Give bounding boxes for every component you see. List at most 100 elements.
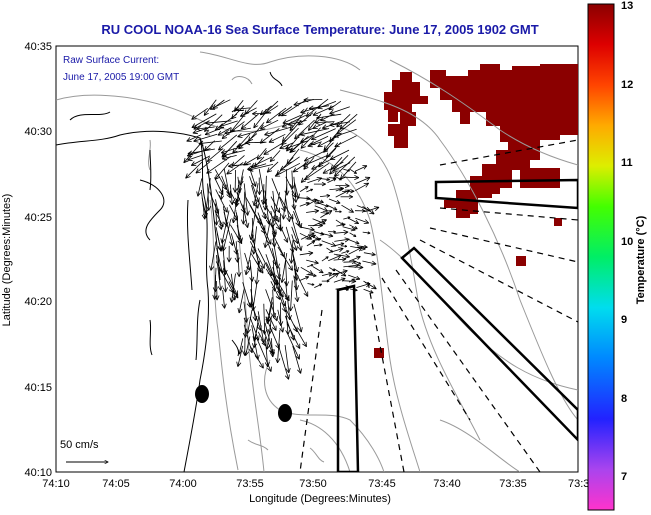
current-arrow-head [354, 174, 360, 178]
current-arrow-head [258, 365, 264, 369]
coastline [56, 46, 283, 472]
current-arrow-head [218, 148, 224, 151]
current-arrow-head [328, 272, 333, 276]
current-arrow-head [373, 206, 380, 208]
current-arrow-head [288, 124, 294, 127]
current-arrow [348, 246, 363, 255]
current-arrow-head [218, 145, 221, 151]
current-arrow [363, 280, 377, 290]
current-arrow-head [284, 375, 289, 380]
current-arrow-head [218, 123, 223, 128]
current-arrow-head [220, 238, 223, 244]
current-arrow-head [342, 223, 346, 227]
current-arrow-head [330, 245, 336, 247]
current-arrow-head [373, 284, 377, 290]
current-arrow-head [238, 271, 242, 277]
current-arrow-head [333, 132, 338, 137]
current-arrow [223, 168, 230, 196]
current-arrow [228, 163, 252, 167]
current-arrow-head [290, 306, 294, 312]
current-arrow-head [350, 189, 355, 192]
current-arrow [348, 239, 360, 245]
current-arrow [237, 345, 244, 367]
current-arrow-head [221, 239, 226, 244]
current-arrow [326, 272, 339, 282]
current-arrow [256, 339, 272, 372]
current-arrow-head [222, 158, 227, 161]
current-arrow [220, 183, 224, 200]
current-arrow-head [247, 210, 250, 216]
current-arrow-head [262, 329, 266, 335]
current-arrow [285, 176, 297, 198]
current-arrow-head [220, 195, 225, 201]
current-arrow [321, 272, 332, 276]
current-arrow-head [306, 198, 311, 201]
station-marker [278, 404, 292, 422]
current-arrow-head [285, 148, 291, 150]
current-arrow-head [247, 329, 251, 334]
current-arrow-head [302, 162, 307, 167]
current-arrow-head [260, 141, 266, 144]
current-arrow [292, 161, 309, 173]
current-arrow [328, 248, 344, 254]
map-title: RU COOL NOAA-16 Sea Surface Temperature:… [101, 22, 539, 37]
current-arrow [187, 154, 203, 161]
current-arrow-head [286, 315, 291, 321]
current-arrow-head [237, 238, 242, 243]
current-arrow-head [268, 350, 273, 355]
current-arrow [334, 238, 350, 242]
current-arrow-head [356, 240, 360, 244]
current-arrow-head [265, 344, 268, 350]
current-arrow-head [241, 237, 243, 243]
current-arrow-head [228, 165, 234, 169]
x-tick-label: 74:00 [169, 478, 197, 490]
current-arrow [197, 178, 203, 197]
current-arrow [264, 336, 269, 367]
current-arrow [226, 162, 244, 175]
current-arrow [306, 188, 313, 193]
current-arrow [229, 184, 233, 205]
current-arrow [224, 127, 251, 134]
current-arrow-head [370, 290, 374, 294]
current-arrow [307, 264, 314, 268]
current-arrow-head [294, 137, 300, 140]
current-arrow-head [291, 205, 295, 210]
current-arrow-head [322, 124, 327, 129]
current-arrow-head [340, 177, 346, 180]
current-arrow [333, 128, 357, 138]
current-arrow [306, 240, 316, 247]
current-arrow [320, 210, 333, 218]
current-arrow-head [210, 266, 215, 271]
current-arrow-head [289, 147, 292, 153]
current-arrow-head [228, 289, 234, 293]
current-arrow [298, 112, 314, 126]
current-arrow-head [248, 169, 254, 172]
current-arrow-head [293, 101, 298, 106]
current-arrow-head [351, 226, 356, 231]
current-arrow-head [294, 297, 298, 303]
current-arrow [336, 119, 357, 135]
current-arrow-head [300, 177, 304, 183]
current-arrow [250, 289, 256, 321]
current-arrow-head [300, 368, 302, 374]
current-arrow [253, 112, 266, 129]
current-arrow-head [312, 111, 317, 116]
current-arrow [355, 217, 369, 224]
current-arrow-head [282, 292, 284, 298]
current-arrow [363, 252, 376, 256]
current-arrow-head [224, 132, 230, 135]
current-arrow-head [223, 222, 228, 227]
current-arrow-head [282, 136, 285, 142]
current-arrow-head [234, 201, 237, 207]
current-arrow-head [329, 210, 333, 215]
current-arrow-head [295, 222, 300, 227]
current-arrow-head [262, 268, 264, 274]
current-arrow-head [287, 329, 291, 335]
current-arrow-head [303, 293, 309, 297]
current-arrow-head [288, 258, 292, 264]
current-arrow-head [292, 328, 298, 333]
current-arrow [240, 113, 259, 130]
current-arrow [362, 231, 371, 234]
current-arrow-head [255, 181, 257, 187]
current-arrow [248, 122, 265, 142]
